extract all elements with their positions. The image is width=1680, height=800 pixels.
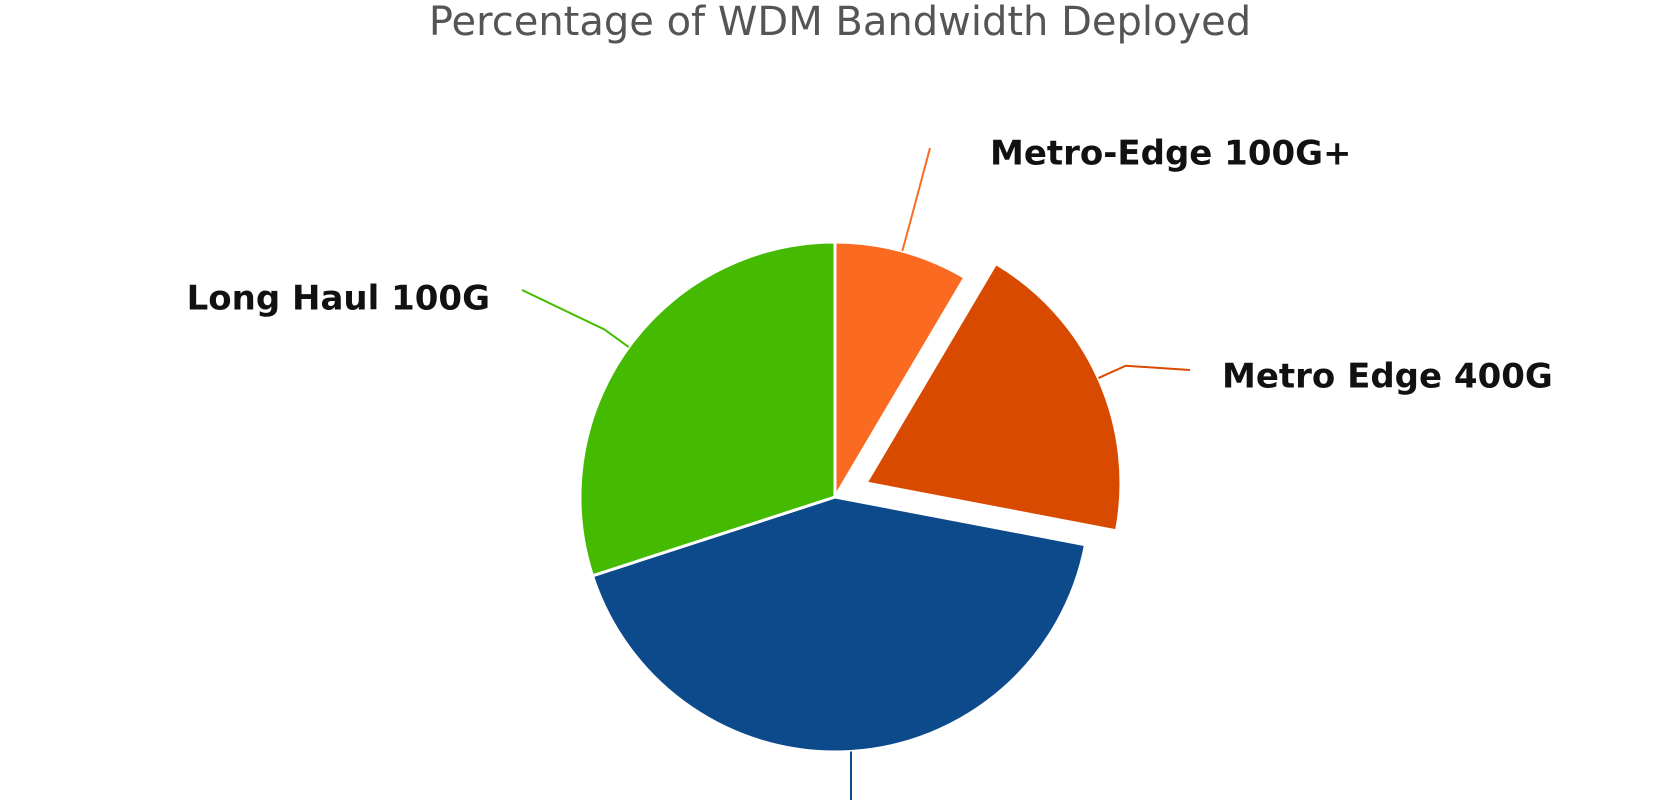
pie-slice	[578, 240, 837, 578]
pie-slice	[833, 240, 967, 499]
label-connectors	[521, 147, 1191, 800]
label-connector	[901, 147, 931, 252]
chart-title: Percentage of WDM Bandwidth Deployed	[429, 0, 1251, 45]
pie-slices	[578, 240, 1123, 754]
pie-slice	[864, 262, 1123, 533]
slice-label: Metro-Edge 100G+	[990, 134, 1352, 174]
pie-slice	[590, 495, 1087, 754]
slice-labels: Metro-Edge 100G+ Metro Edge 400G Long Haul…	[187, 134, 1553, 397]
label-connector	[521, 289, 630, 348]
slice-label: Metro Edge 400G	[1222, 357, 1553, 397]
label-connector	[1097, 364, 1191, 379]
slice-label: Long Haul 100G	[187, 279, 490, 319]
